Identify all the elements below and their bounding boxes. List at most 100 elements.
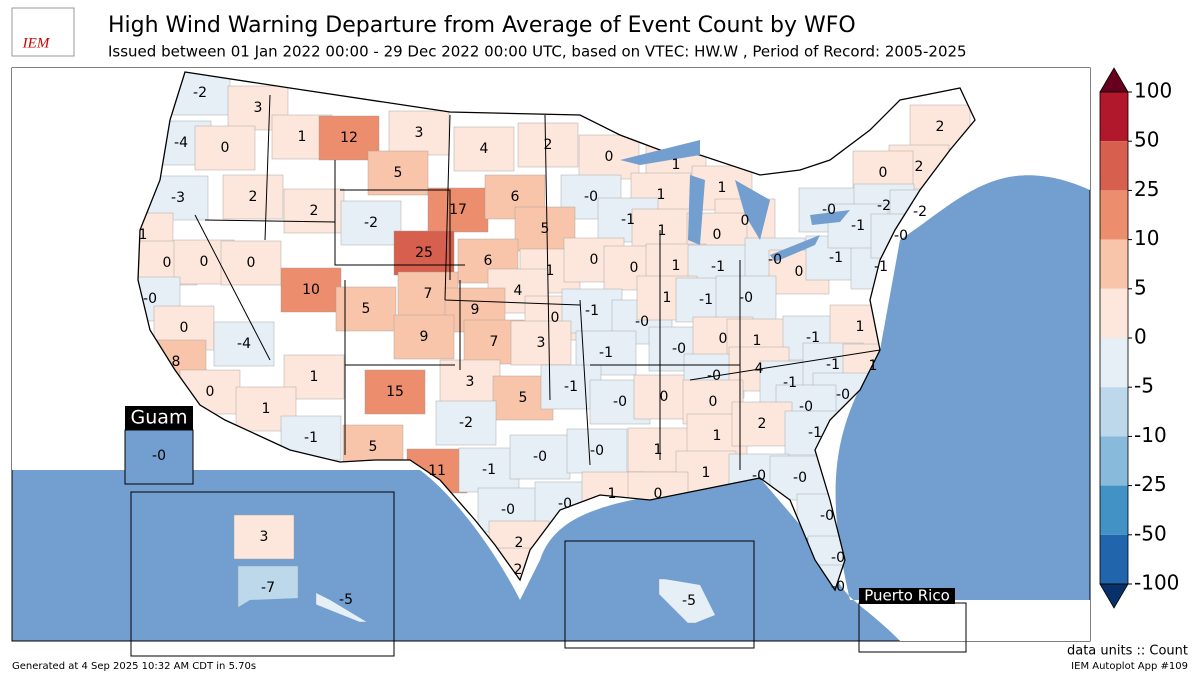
boundaries xyxy=(194,94,881,470)
wfo-value: 1 xyxy=(546,263,555,279)
wfo-region xyxy=(335,286,397,332)
wfo-value: 6 xyxy=(484,253,493,269)
wfo-value: -0 xyxy=(820,508,834,524)
wfo-value: 0 xyxy=(163,255,172,271)
guam-inset xyxy=(124,429,194,485)
wfo-value: 15 xyxy=(386,384,404,400)
wfo-region xyxy=(213,321,275,367)
wfo-value: -1 xyxy=(621,212,635,228)
wfo-value: 9 xyxy=(420,329,429,345)
wfo-value: 1 xyxy=(310,369,319,385)
logo-text: IEM xyxy=(22,35,51,51)
wfo-value: 1 xyxy=(869,358,878,374)
wfo-value: 1 xyxy=(672,157,681,173)
wfo-value: 4 xyxy=(514,283,523,299)
wfo-value: 1 xyxy=(139,227,148,243)
wfo-value: -0 xyxy=(799,399,813,415)
wfo-value: -1 xyxy=(304,430,318,446)
wfo-value: 4 xyxy=(755,361,764,377)
wfo-region xyxy=(435,400,497,446)
wfo-value: 4 xyxy=(480,141,489,157)
wfo-value: 5 xyxy=(541,221,550,237)
wfo-value: -1 xyxy=(783,375,797,391)
wfo-value: -0 xyxy=(143,291,157,307)
colorbar-extend-top xyxy=(1099,67,1129,93)
guam-label: Guam xyxy=(131,407,188,429)
colorbar-bin xyxy=(1100,338,1128,388)
wfo-region xyxy=(715,275,777,321)
wfo-region xyxy=(566,428,628,474)
wfo-value: 3 xyxy=(466,374,475,390)
wfo-value: -4 xyxy=(237,336,251,352)
wfo-value: 1 xyxy=(658,223,667,239)
wfo-value: -0 xyxy=(152,448,166,464)
wfo-value: -2 xyxy=(459,415,473,431)
wfo-region xyxy=(393,314,455,360)
wfo-value: -1 xyxy=(599,345,613,361)
wfo-value: 2 xyxy=(544,137,553,153)
wfo-region xyxy=(509,434,571,480)
wfo-region xyxy=(283,188,345,234)
colorbar-bin xyxy=(1100,141,1128,191)
wfo-value: -0 xyxy=(894,228,908,244)
wfo-value: -2 xyxy=(364,215,378,231)
wfo-value: 5 xyxy=(394,165,403,181)
wfo-value: 8 xyxy=(172,354,181,370)
wfo-value: -2 xyxy=(913,204,927,220)
wfo-value: -1 xyxy=(808,425,822,441)
wfo-value: 1 xyxy=(713,428,722,444)
wfo-value: 1 xyxy=(718,180,727,196)
wfo-value: -1 xyxy=(829,250,843,266)
wfo-value: -1 xyxy=(585,303,599,319)
subtitle: Issued between 01 Jan 2022 00:00 - 29 De… xyxy=(108,43,967,61)
wfo-value: 1 xyxy=(672,258,681,274)
wfo-region xyxy=(517,122,579,168)
colorbar-extend-bottom xyxy=(1099,583,1129,609)
wfo-value: 2 xyxy=(310,203,319,219)
wfo-value: 2 xyxy=(936,119,945,135)
wfo-region xyxy=(340,200,402,246)
colorbar-bin xyxy=(1100,92,1128,142)
wfo-value: 5 xyxy=(369,439,378,455)
wfo-value: 25 xyxy=(415,245,433,261)
wfo-value: 5 xyxy=(519,390,528,406)
wfo-value: -0 xyxy=(768,252,782,268)
wfo-value: 2 xyxy=(249,189,258,205)
wfo-value: 6 xyxy=(511,189,520,205)
lake-superior xyxy=(620,140,700,165)
colorbar-tick-label: -10 xyxy=(1134,423,1167,447)
wfo-value: -0 xyxy=(822,202,836,218)
wfo-value: 2 xyxy=(758,416,767,432)
wfo-value: 1 xyxy=(663,290,672,306)
wfo-value: 10 xyxy=(302,282,320,298)
logo: IEM xyxy=(11,7,75,57)
generated: Generated at 4 Sep 2025 10:32 AM CDT in … xyxy=(12,661,256,672)
wfo-value: 1 xyxy=(654,442,663,458)
wfo-value: -2 xyxy=(877,198,891,214)
wfo-value: 7 xyxy=(424,286,433,302)
wfo-value: -1 xyxy=(482,462,496,478)
great-lakes xyxy=(620,140,850,262)
wfo-value: 0 xyxy=(795,264,804,280)
app: IEM Autoplot App #109 xyxy=(1071,661,1188,672)
colorbar-bin xyxy=(1100,436,1128,486)
wfo-value: -0 xyxy=(739,290,753,306)
wfo-value: 0 xyxy=(590,252,599,268)
colorbar-tick-label: 25 xyxy=(1134,177,1159,201)
state-lines xyxy=(194,94,881,470)
wfo-value: -2 xyxy=(193,85,207,101)
logo-frame xyxy=(11,7,75,57)
puerto-rico-label-bg xyxy=(859,588,955,604)
wfo-value: 1 xyxy=(262,401,271,417)
wfo-value: 3 xyxy=(415,125,424,141)
wfo-region xyxy=(393,230,455,276)
wfo-value: -0 xyxy=(831,550,845,566)
wfo-value: -0 xyxy=(672,341,686,357)
colorbar-bin xyxy=(1100,485,1128,535)
wfo-value: -0 xyxy=(613,394,627,410)
colorbar-tick-label: 10 xyxy=(1134,226,1159,250)
wfo-value: 0 xyxy=(200,254,209,270)
wfo-region xyxy=(367,150,429,196)
